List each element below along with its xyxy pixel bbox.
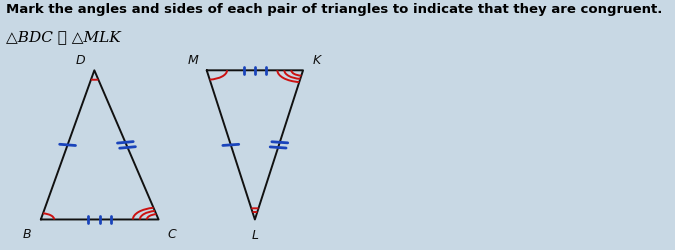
Text: Mark the angles and sides of each pair of triangles to indicate that they are co: Mark the angles and sides of each pair o… xyxy=(6,3,662,16)
Text: △BDC ≅ △MLK: △BDC ≅ △MLK xyxy=(6,30,121,44)
Text: M: M xyxy=(188,54,198,66)
Text: B: B xyxy=(23,228,32,241)
Text: L: L xyxy=(251,230,259,242)
Text: D: D xyxy=(76,54,86,66)
Text: C: C xyxy=(167,228,176,241)
Text: K: K xyxy=(313,54,321,66)
